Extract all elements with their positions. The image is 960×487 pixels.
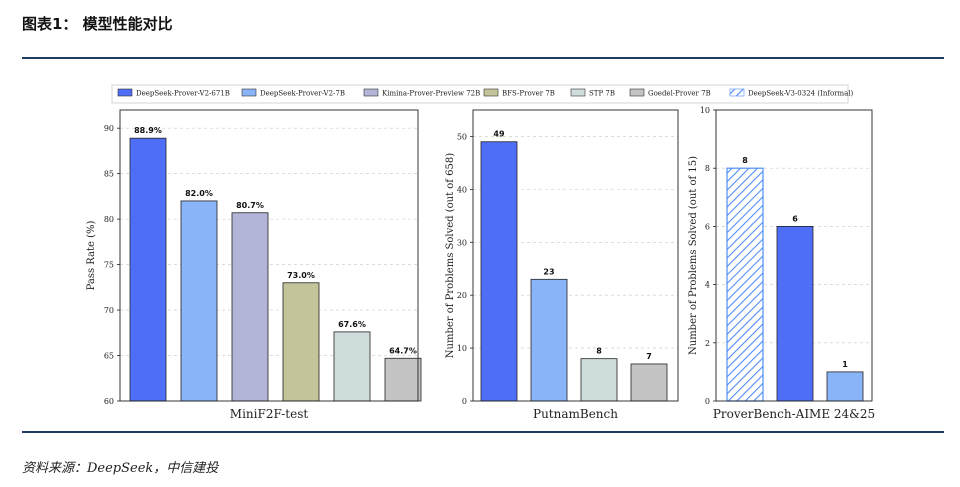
legend-label-deepseek-prover-v2-7b: DeepSeek-Prover-V2-7B [260, 90, 345, 98]
data-label: 8 [742, 156, 748, 165]
y-tick-label: 0 [462, 397, 467, 406]
data-label: 73.0% [287, 271, 315, 280]
bar-deepseek-v3-0324-informal [726, 167, 764, 402]
top-rule [22, 57, 944, 59]
panel-minif2f: 60 65 70 75 80 85 90 88.9% 82.0% 80.7% 73.0% 67.6% 6… [86, 109, 422, 421]
page-title: 图表1： 模型性能对比 [22, 15, 173, 33]
panel-putnambench: 0 10 20 30 40 50 49 23 8 7 PutnamBench Number of Pr… [445, 109, 679, 421]
data-label: 67.6% [338, 320, 366, 329]
y-tick-label: 65 [104, 352, 114, 361]
plot-frame [472, 109, 679, 402]
y-tick-label: 85 [104, 170, 114, 179]
y-tick-label: 6 [705, 222, 710, 231]
legend-swatch-deepseek-v3-0324-informal [729, 88, 745, 97]
plot-frame [119, 109, 419, 402]
data-label: 7 [646, 352, 652, 361]
legend: DeepSeek-Prover-V2-671B DeepSeek-Prover-V… [111, 84, 854, 104]
y-tick-label: 10 [457, 344, 467, 353]
data-label: 88.9% [134, 126, 162, 135]
legend-swatch-deepseek-prover-v2-671b [117, 88, 133, 97]
data-label: 82.0% [185, 189, 213, 198]
y-tick-label: 75 [104, 261, 114, 270]
y-tick-label: 80 [104, 215, 114, 224]
y-axis-label: Pass Rate (%) [86, 220, 97, 290]
legend-swatch-bfs-prover-7b [483, 88, 499, 97]
y-tick-label: 50 [457, 132, 467, 141]
y-tick-label: 8 [705, 164, 710, 173]
y-tick-label: 2 [705, 339, 710, 348]
data-label: 80.7% [236, 201, 264, 210]
legend-swatch-kimina-prover-preview-72b [363, 88, 379, 97]
x-axis-label: ProverBench-AIME 24&25 [713, 407, 875, 421]
legend-label-deepseek-v3-0324-informal: DeepSeek-V3-0324 (Informal) [748, 90, 854, 98]
data-label: 23 [543, 267, 554, 276]
y-tick-label: 10 [700, 106, 710, 115]
bar-goedel-prover-7b [630, 363, 668, 402]
bar-kimina-prover-preview-72b [231, 212, 269, 402]
bar-stp-7b [580, 358, 618, 402]
y-tick-label: 60 [104, 397, 114, 406]
legend-label-goedel-prover-7b: Goedel-Prover 7B [648, 90, 711, 98]
bar-stp-7b [333, 331, 371, 402]
bottom-rule [22, 431, 944, 433]
x-axis-label: PutnamBench [533, 407, 618, 421]
legend-label-deepseek-prover-v2-671b: DeepSeek-Prover-V2-671B [136, 90, 230, 98]
bar-goedel-prover-7b [384, 357, 422, 402]
y-axis-label: Number of Problems Solved (out of 658) [445, 153, 456, 358]
data-label: 6 [792, 214, 798, 223]
bar-deepseek-prover-v2-671b [776, 225, 814, 402]
legend-swatch-stp-7b [570, 88, 586, 97]
y-tick-label: 90 [104, 124, 114, 133]
panel-proverbench: 0 2 4 6 8 10 8 6 1 ProverBench-AIME 24&25 Number o… [688, 106, 875, 421]
bar-deepseek-prover-v2-7b [180, 200, 218, 402]
y-tick-label: 20 [457, 291, 467, 300]
y-tick-label: 30 [457, 238, 467, 247]
data-label: 64.7% [389, 346, 417, 355]
bar-deepseek-prover-v2-7b [530, 278, 568, 402]
y-tick-label: 70 [104, 306, 114, 315]
legend-frame [111, 84, 849, 104]
bar-bfs-prover-7b [282, 282, 320, 402]
bar-deepseek-prover-v2-671b [480, 141, 518, 402]
legend-label-stp-7b: STP 7B [589, 90, 615, 98]
bar-deepseek-prover-v2-671b [129, 137, 167, 402]
legend-swatch-deepseek-prover-v2-7b [241, 88, 257, 97]
y-tick-label: 4 [705, 281, 710, 290]
x-axis-label: MiniF2F-test [230, 407, 309, 421]
data-label: 49 [493, 130, 505, 139]
legend-label-bfs-prover-7b: BFS-Prover 7B [502, 90, 555, 98]
legend-swatch-goedel-prover-7b [629, 88, 645, 97]
bar-deepseek-prover-v2-7b [826, 371, 864, 402]
data-label: 1 [842, 360, 848, 369]
y-tick-label: 40 [457, 185, 467, 194]
plot-frame [715, 109, 873, 402]
y-tick-label: 0 [705, 397, 710, 406]
y-axis-label: Number of Problems Solved (out of 15) [688, 156, 699, 355]
data-label: 8 [596, 347, 602, 356]
legend-label-kimina-prover-preview-72b: Kimina-Prover-Preview 72B [382, 90, 480, 98]
source-note: 资料来源：DeepSeek，中信建投 [22, 461, 219, 476]
